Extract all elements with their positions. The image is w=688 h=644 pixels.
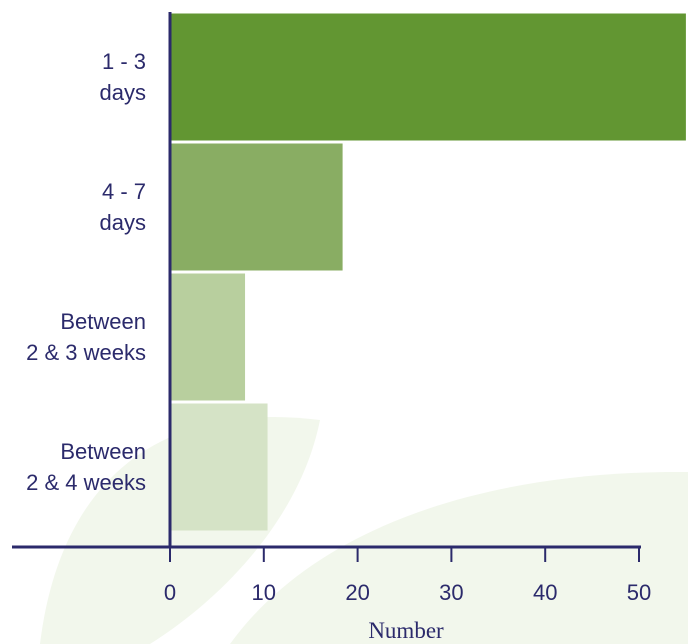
category-label-2: 4 - 7 days [100,179,146,235]
category-label-3: Between 2 & 3 weeks [26,309,146,365]
x-tick-label-40: 40 [533,580,557,605]
tick-labels: 0 10 20 30 40 50 [164,580,651,605]
category-label-1: 1 - 3 days [100,49,146,105]
bar-1 [170,13,686,141]
category-label-line: Between [60,439,146,464]
category-label-line: 1 - 3 [102,49,146,74]
bars-group [170,13,686,531]
category-label-line: Between [60,309,146,334]
category-label-line: 4 - 7 [102,179,146,204]
x-axis-title: Number [368,618,444,643]
x-tick-label-0: 0 [164,580,176,605]
bar-4 [170,403,268,531]
x-tick-label-20: 20 [345,580,369,605]
category-label-line: 2 & 3 weeks [26,340,146,365]
category-label-line: 2 & 4 weeks [26,470,146,495]
bar-2 [170,143,343,271]
x-tick-label-10: 10 [252,580,276,605]
category-label-line: days [100,80,146,105]
category-label-line: days [100,210,146,235]
x-tick-label-30: 30 [439,580,463,605]
bar-3 [170,273,246,401]
leaf-shape-right [230,471,688,644]
category-label-4: Between 2 & 4 weeks [26,439,146,495]
axes-group [12,12,641,562]
x-tick-label-50: 50 [627,580,651,605]
